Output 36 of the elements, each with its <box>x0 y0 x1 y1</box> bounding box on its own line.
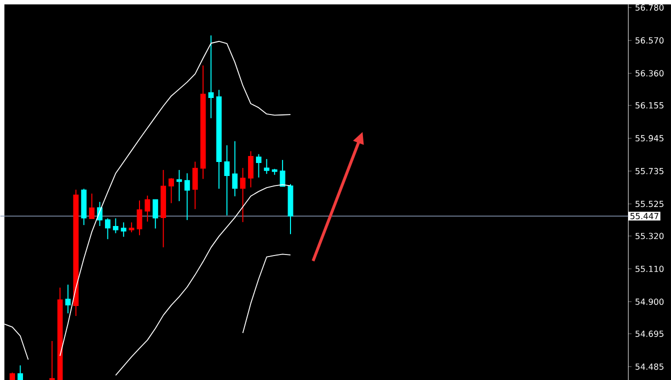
candlestick <box>232 140 238 197</box>
y-tick-label: 54.485 <box>636 363 664 370</box>
y-tick-label: 55.525 <box>636 200 664 207</box>
candlestick <box>65 284 71 314</box>
y-tick-label: 56.570 <box>636 37 664 44</box>
y-tick-label: 55.945 <box>636 134 664 142</box>
candlestick <box>248 150 254 188</box>
y-tick-label: 55.320 <box>636 232 664 239</box>
candlestick <box>280 159 286 187</box>
y-tick-label: 54.900 <box>636 298 664 305</box>
ref-line-label: 55.447 <box>630 212 658 220</box>
y-tick-label: 54.695 <box>636 330 664 337</box>
y-tick-label: 55.735 <box>636 168 664 174</box>
candlestick <box>18 364 23 380</box>
line-series <box>242 253 291 334</box>
candlestick <box>240 167 246 222</box>
y-tick-label: 56.155 <box>636 102 664 108</box>
candlestick <box>136 200 142 236</box>
candlestick <box>224 144 230 216</box>
candlestick <box>89 192 95 219</box>
y-tick-label: 55.110 <box>636 265 664 272</box>
candlestick <box>168 177 174 204</box>
candlestick <box>112 218 118 234</box>
candlestick <box>192 160 198 210</box>
candlestick <box>152 198 158 229</box>
candlestick <box>120 222 126 238</box>
candlestick <box>104 218 110 240</box>
candlestick <box>176 169 182 202</box>
candlestick <box>128 222 134 233</box>
candlestick <box>144 194 150 222</box>
candlestick <box>264 158 270 174</box>
y-tick-label: 56.780 <box>636 4 664 11</box>
y-tick-label: 56.360 <box>636 70 664 76</box>
candlestick <box>208 34 214 118</box>
candlestick <box>184 172 190 220</box>
candlestick <box>256 153 262 178</box>
